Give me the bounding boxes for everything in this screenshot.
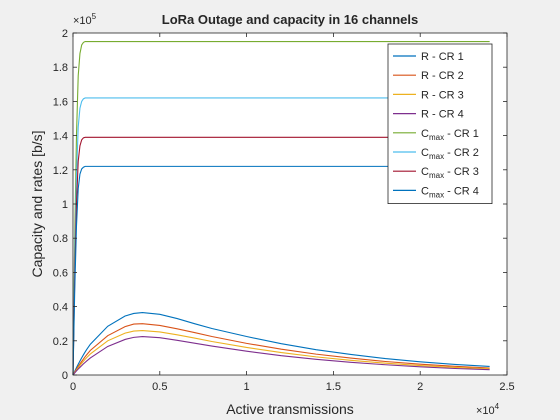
y-tick-label: 1: [62, 199, 68, 211]
series-line-5: [72, 40, 490, 376]
x-tick-label: 0: [70, 381, 76, 393]
series-line-2: [72, 323, 490, 376]
series-line-1: [72, 312, 490, 376]
y-tick-label: 0.6: [53, 267, 68, 279]
y-tick-label: 0.8: [53, 233, 68, 245]
legend-entry: R - CR 2: [421, 70, 464, 82]
x-tick-label: 1.5: [326, 381, 341, 393]
y-tick-label: 2: [62, 28, 68, 40]
series-line-4: [72, 335, 490, 376]
legend-entry: Cmax - CR 4: [421, 185, 479, 199]
y-tick-label: 1.2: [53, 165, 68, 177]
x-tick-label: 2: [417, 381, 423, 393]
y-exponent: ×105: [73, 12, 97, 27]
y-tick-label: 1.4: [53, 131, 68, 143]
series-line-8: [72, 165, 490, 376]
legend-entry: R - CR 3: [421, 89, 464, 101]
legend-box: [387, 43, 493, 205]
x-tick-label: 2.5: [499, 381, 514, 393]
series-line-3: [72, 329, 490, 376]
y-tick-label: 0: [62, 370, 68, 382]
series-layer: [72, 40, 490, 376]
legend-entry: R - CR 4: [421, 109, 464, 121]
y-tick-label: 1.6: [53, 96, 68, 108]
y-axis-label: Capacity and rates [b/s]: [29, 130, 45, 277]
legend-entry: R - CR 1: [421, 51, 464, 63]
legend: R - CR 1 R - CR 2 R - CR 3 R - CR 4 Cmax - C…: [387, 43, 493, 205]
legend-entry: Cmax - CR 1: [421, 128, 479, 142]
chart-title: LoRa Outage and capacity in 16 channels: [162, 12, 418, 27]
legend-entry: Cmax - CR 3: [421, 166, 479, 180]
series-line-6: [72, 97, 490, 376]
y-tick-label: 0.2: [53, 336, 68, 348]
x-axis-label: Active transmissions: [226, 401, 354, 417]
legend-entry: Cmax - CR 2: [421, 147, 479, 161]
y-tick-label: 1.8: [53, 62, 68, 74]
y-tick-label: 0.4: [53, 302, 68, 314]
x-tick-label: 0.5: [152, 381, 167, 393]
x-exponent: ×104: [476, 402, 500, 417]
axes-layer: 0 0.5 1 1.5 2 2.5 0 0.2 0.4 0.6 0.8 1 1.2 1.4 1.6 1.8 2: [53, 28, 515, 393]
x-tick-label: 1: [244, 381, 250, 393]
series-line-7: [72, 136, 490, 376]
